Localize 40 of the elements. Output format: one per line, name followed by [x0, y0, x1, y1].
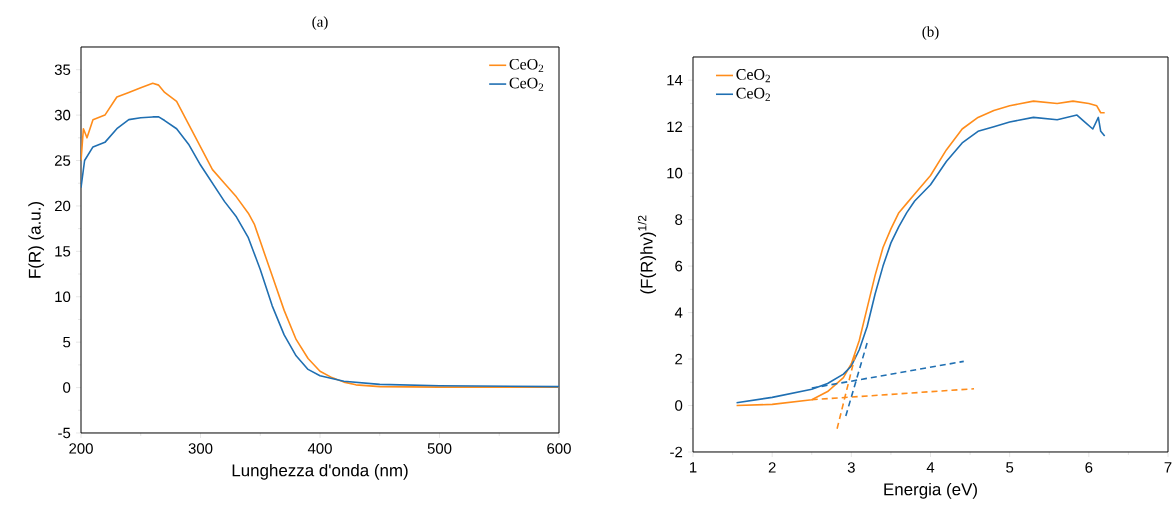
x-tick-label: 5	[1006, 462, 1014, 473]
y-tick-label: 14	[667, 75, 683, 86]
y-tick-label: 20	[54, 200, 71, 212]
chart-title: (a)	[312, 16, 328, 30]
x-tick-label: 7	[1164, 462, 1172, 473]
chart-title: (b)	[922, 26, 939, 40]
y-axis-title: (F(R)hv)$^{1/2}$	[637, 215, 657, 294]
x-axis-title: Lunghezza d'onda (nm)	[232, 463, 408, 480]
y-tick-label: 35	[54, 64, 71, 75]
y-tick-label: 5	[63, 336, 71, 348]
x-tick-label: 1	[690, 462, 697, 473]
legend-label: CeO$_{2}$	[509, 77, 544, 91]
legend-label: CeO$_{2}$	[509, 58, 544, 73]
x-tick-label: 4	[926, 462, 935, 473]
y-tick-label: -5	[58, 427, 71, 439]
y-tick-label: 12	[667, 121, 683, 132]
x-tick-label: 400	[307, 443, 332, 454]
y-tick-label: 10	[667, 167, 683, 179]
x-axis-title: Energia (eV)	[884, 482, 977, 499]
legend-label: CeO$_{2}$	[736, 87, 770, 101]
y-tick-label: 30	[54, 109, 71, 121]
y-axis-title: F(R) (a.u.)	[28, 202, 45, 278]
y-tick-label: -2	[670, 446, 683, 458]
y-tick-label: 6	[675, 260, 683, 272]
y-tick-label: 10	[55, 291, 71, 303]
x-tick-label: 600	[547, 443, 571, 454]
x-tick-label: 300	[188, 443, 213, 454]
x-tick-label: 6	[1085, 462, 1093, 473]
y-tick-label: 0	[675, 400, 683, 411]
y-tick-label: 8	[675, 214, 683, 225]
legend-label: CeO$_{2}$	[736, 69, 770, 83]
x-tick-label: 3	[847, 462, 855, 473]
x-tick-label: 500	[427, 443, 452, 454]
y-tick-label: 25	[54, 155, 71, 166]
y-tick-label: 4	[674, 307, 683, 318]
x-tick-label: 200	[69, 443, 93, 454]
y-tick-label: 15	[55, 246, 71, 257]
x-tick-label: 2	[768, 462, 776, 473]
y-tick-label: 0	[63, 382, 71, 393]
y-tick-label: 2	[675, 353, 683, 365]
